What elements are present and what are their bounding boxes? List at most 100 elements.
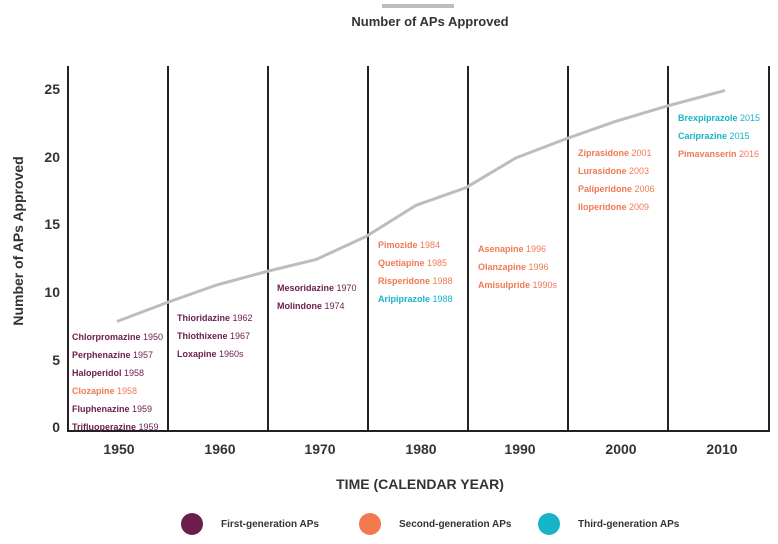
legend-label: First-generation APs bbox=[221, 518, 319, 530]
drug-name: Chlorpromazine bbox=[72, 332, 141, 342]
drug-year: 2003 bbox=[626, 166, 650, 176]
drug-year: 2009 bbox=[626, 202, 650, 212]
drug-annotation: Olanzapine 1996 bbox=[478, 258, 557, 276]
second-generation-dot-icon bbox=[359, 513, 381, 535]
drug-annotation: Haloperidol 1958 bbox=[72, 364, 163, 382]
drug-name: Olanzapine bbox=[478, 262, 527, 272]
drug-name: Thioridazine bbox=[177, 313, 231, 323]
drug-year: 1985 bbox=[424, 258, 448, 268]
drug-annotation: Pimavanserin 2016 bbox=[678, 145, 760, 163]
drug-annotation: Trifluoperazine 1959 bbox=[72, 418, 163, 436]
drug-annotation: Aripiprazole 1988 bbox=[378, 290, 453, 308]
drug-list-1990s: Asenapine 1996 Olanzapine 1996 Amisulpride… bbox=[478, 240, 557, 294]
drug-year: 1990s bbox=[530, 280, 558, 290]
first-generation-dot-icon bbox=[181, 513, 203, 535]
drug-year: 1960s bbox=[216, 349, 244, 359]
drug-list-2000s: Ziprasidone 2001 Lurasidone 2003 Paliperid… bbox=[578, 144, 655, 216]
legend-third-generation: Third-generation APs bbox=[538, 513, 679, 535]
y-tick: 15 bbox=[44, 216, 60, 232]
legend-label: Second-generation APs bbox=[399, 518, 512, 530]
drug-year: 2016 bbox=[736, 149, 760, 159]
drug-annotation: Ziprasidone 2001 bbox=[578, 144, 655, 162]
drug-name: Aripiprazole bbox=[378, 294, 431, 304]
x-tick: 1970 bbox=[304, 441, 336, 457]
drug-name: Haloperidol bbox=[72, 368, 122, 378]
drug-annotation: Brexpiprazole 2015 bbox=[678, 109, 760, 127]
drug-year: 2015 bbox=[727, 131, 750, 141]
drug-name: Ziprasidone bbox=[578, 148, 630, 158]
drug-annotation: Iloperidone 2009 bbox=[578, 198, 655, 216]
x-tick: 1950 bbox=[103, 441, 135, 457]
drug-name: Asenapine bbox=[478, 244, 524, 254]
drug-year: 2015 bbox=[737, 113, 761, 123]
drug-list-1950s: Chlorpromazine 1950 Perphenazine 1957 Halo… bbox=[72, 328, 163, 436]
drug-annotation: Clozapine 1958 bbox=[72, 382, 163, 400]
drug-annotation: Amisulpride 1990s bbox=[478, 276, 557, 294]
drug-year: 1959 bbox=[129, 404, 153, 414]
drug-year: 1957 bbox=[130, 350, 154, 360]
y-axis-label: Number of APs Approved bbox=[10, 156, 26, 326]
drug-name: Loxapine bbox=[177, 349, 217, 359]
drug-year: 2001 bbox=[629, 148, 652, 158]
legend-second-generation: Second-generation APs bbox=[359, 513, 511, 535]
drug-name: Pimavanserin bbox=[678, 149, 737, 159]
x-tick: 1980 bbox=[405, 441, 437, 457]
drug-annotation: Quetiapine 1985 bbox=[378, 254, 453, 272]
drug-name: Quetiapine bbox=[378, 258, 425, 268]
legend-label: Third-generation APs bbox=[578, 518, 680, 530]
drug-name: Cariprazine bbox=[678, 131, 728, 141]
x-axis-label: TIME (CALENDAR YEAR) bbox=[336, 476, 504, 492]
drug-name: Thiothixene bbox=[177, 331, 228, 341]
drug-annotation: Loxapine 1960s bbox=[177, 345, 253, 363]
drug-list-1960s: Thioridazine 1962 Thiothixene 1967 Loxapin… bbox=[177, 309, 253, 363]
drug-name: Pimozide bbox=[378, 240, 418, 250]
drug-year: 1962 bbox=[230, 313, 253, 323]
drug-year: 1958 bbox=[121, 368, 145, 378]
drug-annotation: Cariprazine 2015 bbox=[678, 127, 760, 145]
y-tick: 5 bbox=[52, 352, 60, 368]
drug-annotation: Molindone 1974 bbox=[277, 297, 357, 315]
drug-annotation: Pimozide 1984 bbox=[378, 236, 453, 254]
drug-name: Perphenazine bbox=[72, 350, 131, 360]
drug-year: 2006 bbox=[632, 184, 655, 194]
drug-name: Lurasidone bbox=[578, 166, 627, 176]
drug-name: Molindone bbox=[277, 301, 322, 311]
drug-annotation: Lurasidone 2003 bbox=[578, 162, 655, 180]
drug-year: 1967 bbox=[227, 331, 251, 341]
drug-name: Fluphenazine bbox=[72, 404, 130, 414]
x-tick: 1960 bbox=[204, 441, 236, 457]
drug-name: Brexpiprazole bbox=[678, 113, 738, 123]
drug-name: Risperidone bbox=[378, 276, 431, 286]
drug-year: 1984 bbox=[417, 240, 441, 250]
drug-year: 1950 bbox=[140, 332, 164, 342]
drug-annotation: Paliperidone 2006 bbox=[578, 180, 655, 198]
drug-year: 1988 bbox=[430, 294, 453, 304]
drug-year: 1996 bbox=[523, 244, 547, 254]
third-generation-dot-icon bbox=[538, 513, 560, 535]
drug-list-1970s: Mesoridazine 1970 Molindone 1974 bbox=[277, 279, 357, 315]
chart-title: Number of APs Approved bbox=[351, 14, 509, 29]
x-tick: 2010 bbox=[706, 441, 738, 457]
drug-annotation: Risperidone 1988 bbox=[378, 272, 453, 290]
drug-year: 1974 bbox=[322, 301, 345, 311]
drug-name: Clozapine bbox=[72, 386, 115, 396]
drug-year: 1996 bbox=[526, 262, 549, 272]
drug-name: Iloperidone bbox=[578, 202, 627, 212]
drug-annotation: Mesoridazine 1970 bbox=[277, 279, 357, 297]
drug-name: Amisulpride bbox=[478, 280, 531, 290]
approved-count-line bbox=[116, 88, 726, 323]
legend-first-generation: First-generation APs bbox=[181, 513, 319, 535]
drug-list-1980s: Pimozide 1984 Quetiapine 1985 Risperidone … bbox=[378, 236, 453, 308]
plot-frame bbox=[67, 66, 770, 432]
drug-annotation: Chlorpromazine 1950 bbox=[72, 328, 163, 346]
y-tick: 10 bbox=[44, 284, 60, 300]
drug-list-2010s: Brexpiprazole 2015 Cariprazine 2015 Pimava… bbox=[678, 109, 760, 163]
x-tick: 2000 bbox=[605, 441, 637, 457]
drug-annotation: Perphenazine 1957 bbox=[72, 346, 163, 364]
drug-annotation: Fluphenazine 1959 bbox=[72, 400, 163, 418]
drug-year: 1988 bbox=[430, 276, 453, 286]
series-legend-swatch bbox=[382, 4, 454, 8]
y-tick: 0 bbox=[52, 419, 60, 435]
drug-name: Paliperidone bbox=[578, 184, 633, 194]
